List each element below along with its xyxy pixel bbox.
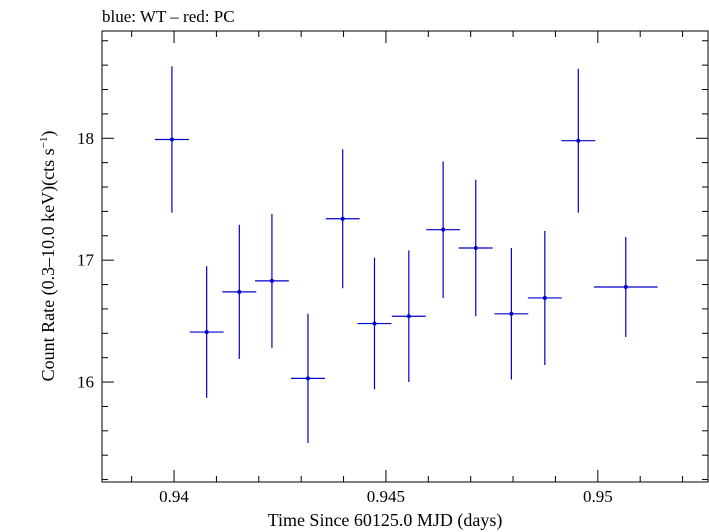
chart-title: blue: WT – red: PC	[102, 7, 235, 26]
point-marker	[169, 137, 174, 142]
point-marker	[237, 289, 242, 294]
plot-frame	[101, 30, 709, 483]
data-point	[594, 236, 658, 337]
point-marker	[473, 245, 478, 250]
data-point	[527, 230, 562, 365]
data-point	[325, 149, 360, 289]
y-tick-label: 17	[77, 251, 95, 270]
data-point	[291, 313, 325, 443]
data-point	[189, 266, 224, 398]
axis-ticks	[102, 31, 708, 482]
point-marker	[509, 311, 514, 316]
point-marker	[441, 227, 446, 232]
tick-labels: 0.94 0.945 0.95 16 17 18	[77, 129, 613, 506]
y-tick-label: 16	[77, 373, 94, 392]
y-axis-label-close: )	[38, 131, 59, 137]
y-axis-label-main: Count Rate (0.3–10.0 keV)(cts s	[38, 148, 59, 381]
data-points	[154, 66, 658, 443]
point-marker	[406, 314, 411, 319]
data-point	[561, 68, 596, 213]
point-marker	[305, 376, 310, 381]
data-point	[426, 161, 461, 298]
x-tick-label: 0.95	[583, 487, 613, 506]
y-axis-label-sup: −1	[38, 137, 50, 149]
data-point	[222, 224, 257, 359]
x-axis-label: Time Since 60125.0 MJD (days)	[268, 510, 503, 531]
data-point	[458, 179, 493, 317]
x-tick-label: 0.945	[367, 487, 405, 506]
data-point	[391, 250, 426, 383]
point-marker	[372, 321, 377, 326]
data-point	[494, 247, 529, 380]
point-marker	[340, 216, 345, 221]
point-marker	[576, 138, 581, 143]
point-marker	[542, 295, 547, 300]
y-axis-label: Count Rate (0.3–10.0 keV)(cts s−1)	[38, 131, 59, 382]
point-marker	[204, 330, 209, 335]
data-point	[154, 66, 189, 213]
data-point	[357, 257, 392, 390]
data-point	[254, 213, 289, 348]
y-tick-label: 18	[77, 129, 94, 148]
point-marker	[269, 278, 274, 283]
point-marker	[623, 284, 628, 289]
x-tick-label: 0.94	[159, 487, 189, 506]
